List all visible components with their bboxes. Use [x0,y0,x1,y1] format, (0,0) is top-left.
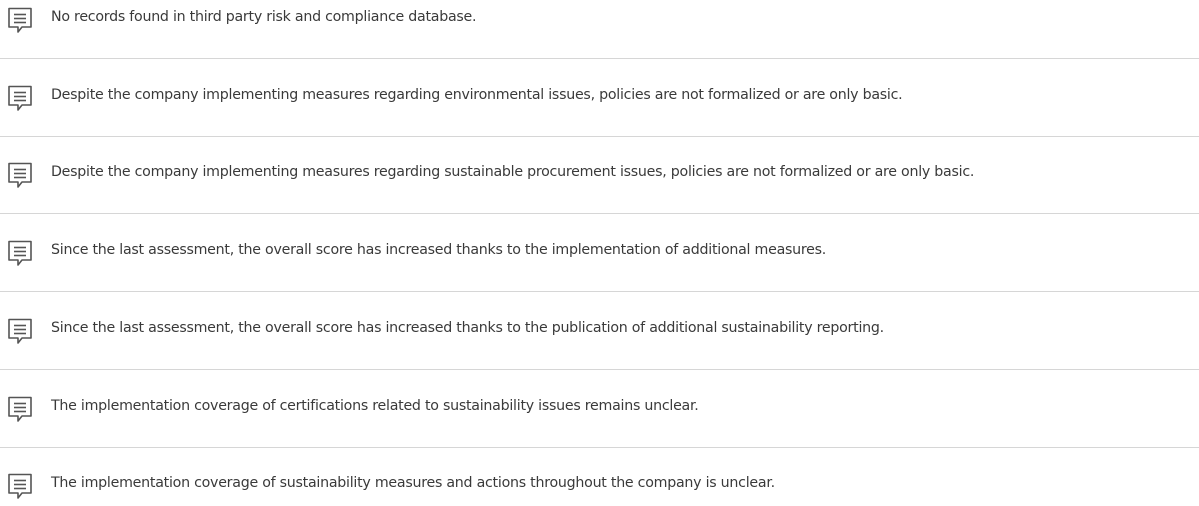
comment-text: Since the last assessment, the overall s… [51,242,827,259]
comment-icon [8,396,32,422]
separator [0,368,1199,370]
comment-item: Since the last assessment, the overall s… [0,233,1199,273]
comment-item: Despite the company implementing measure… [0,155,1199,195]
comment-text: No records found in third party risk and… [51,9,477,25]
comment-item: No records found in third party risk and… [0,0,1199,40]
comment-icon [8,85,32,111]
comment-item: The implementation coverage of certifica… [0,389,1199,429]
comment-icon [8,473,32,499]
comment-icon [8,7,32,33]
comment-icon [8,318,32,344]
comment-item: The implementation coverage of sustainab… [0,466,1199,506]
separator [0,291,1199,293]
separator [0,135,1199,137]
comment-text: The implementation coverage of certifica… [51,397,699,414]
separator [0,446,1199,448]
comment-text: Since the last assessment, the overall s… [51,319,884,336]
comment-item: Despite the company implementing measure… [0,78,1199,118]
comment-text: Despite the company implementing measure… [51,164,975,181]
separator [0,213,1199,215]
comment-icon [8,163,32,189]
comment-text: Despite the company implementing measure… [51,86,903,103]
comment-icon [8,240,32,266]
comment-item: Since the last assessment, the overall s… [0,311,1199,351]
separator [0,58,1199,59]
comment-text: The implementation coverage of sustainab… [51,475,775,492]
